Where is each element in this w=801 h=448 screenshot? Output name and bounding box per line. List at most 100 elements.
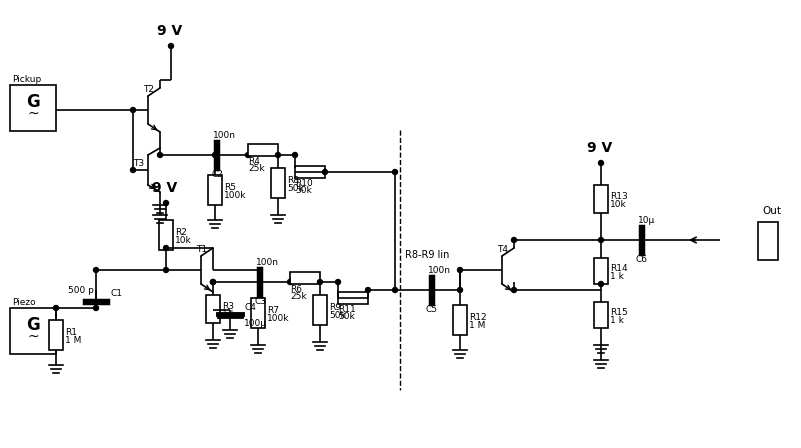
Circle shape: [365, 288, 371, 293]
Text: 10k: 10k: [175, 236, 191, 245]
Text: 1 M: 1 M: [469, 320, 485, 329]
Text: 10k: 10k: [610, 199, 626, 208]
Bar: [594, 185, 608, 213]
Text: 1 M: 1 M: [65, 336, 82, 345]
Text: C6: C6: [636, 255, 648, 264]
Bar: [10, 85, 56, 131]
Text: T2: T2: [143, 85, 154, 94]
Circle shape: [292, 152, 297, 158]
Circle shape: [392, 288, 397, 293]
Circle shape: [245, 152, 251, 158]
Circle shape: [212, 152, 218, 158]
Text: R14: R14: [610, 263, 628, 272]
Text: R7: R7: [267, 306, 279, 314]
Text: 1 k: 1 k: [222, 310, 235, 319]
Circle shape: [276, 152, 280, 158]
Bar: [594, 302, 608, 328]
Text: ~: ~: [27, 107, 38, 121]
Circle shape: [392, 169, 397, 175]
Text: 100μ: 100μ: [244, 319, 267, 328]
Bar: [338, 292, 368, 304]
Text: 25k: 25k: [248, 164, 264, 173]
Circle shape: [131, 168, 135, 172]
Circle shape: [512, 237, 517, 242]
Circle shape: [94, 267, 99, 272]
Text: 50k: 50k: [338, 312, 355, 321]
Text: 100k: 100k: [267, 314, 289, 323]
Circle shape: [457, 288, 462, 293]
Text: 100n: 100n: [213, 131, 236, 140]
Circle shape: [317, 280, 323, 284]
Bar: [453, 305, 467, 335]
Text: R5: R5: [224, 182, 236, 191]
Circle shape: [323, 169, 328, 175]
Text: 100n: 100n: [256, 258, 279, 267]
Text: Out: Out: [762, 206, 781, 216]
Text: R11: R11: [338, 305, 356, 314]
Text: 25k: 25k: [290, 292, 307, 301]
Text: R8-R9 lin: R8-R9 lin: [405, 250, 449, 260]
Text: 9 V: 9 V: [152, 181, 178, 195]
Text: Piezo: Piezo: [12, 298, 35, 307]
Text: 50k: 50k: [329, 310, 346, 319]
Circle shape: [54, 306, 58, 310]
Text: R6: R6: [290, 285, 302, 294]
Text: C4: C4: [244, 303, 256, 312]
Bar: [758, 222, 778, 260]
Bar: [594, 258, 608, 284]
Text: C5: C5: [426, 305, 438, 314]
Bar: [313, 295, 327, 325]
Text: R12: R12: [469, 313, 487, 322]
Bar: [159, 220, 173, 250]
Bar: [295, 166, 325, 178]
Text: R1: R1: [65, 327, 77, 336]
Text: R13: R13: [610, 191, 628, 201]
Circle shape: [168, 43, 174, 48]
Text: 100k: 100k: [224, 190, 247, 199]
Bar: [208, 175, 222, 205]
Circle shape: [598, 281, 603, 287]
Text: R4: R4: [248, 157, 260, 166]
Bar: [290, 272, 320, 284]
Text: C2: C2: [211, 170, 223, 179]
Circle shape: [211, 280, 215, 284]
Text: 10μ: 10μ: [638, 216, 655, 225]
Text: R10: R10: [295, 179, 312, 188]
Text: R9: R9: [329, 302, 341, 311]
Text: G: G: [26, 316, 40, 334]
Text: T4: T4: [497, 245, 508, 254]
Text: R2: R2: [175, 228, 187, 237]
Text: G: G: [26, 93, 40, 111]
Circle shape: [598, 237, 603, 242]
Text: T3: T3: [133, 159, 144, 168]
Circle shape: [163, 267, 168, 272]
Text: R15: R15: [610, 307, 628, 316]
Text: 100n: 100n: [428, 266, 451, 275]
Circle shape: [288, 280, 292, 284]
Text: 1 k: 1 k: [610, 315, 624, 324]
Circle shape: [131, 108, 135, 112]
Circle shape: [598, 160, 603, 165]
Text: 9 V: 9 V: [587, 141, 613, 155]
Text: R8: R8: [287, 176, 299, 185]
Text: Pickup: Pickup: [12, 75, 41, 84]
Text: C3: C3: [254, 297, 266, 306]
Circle shape: [457, 267, 462, 272]
Bar: [49, 320, 63, 350]
Circle shape: [94, 306, 99, 310]
Text: ~: ~: [27, 330, 38, 344]
Bar: [251, 298, 265, 328]
Circle shape: [163, 246, 168, 250]
Text: T1: T1: [196, 245, 207, 254]
Text: 1 k: 1 k: [610, 271, 624, 280]
Bar: [271, 168, 285, 198]
Text: 9 V: 9 V: [157, 24, 183, 38]
Text: 50k: 50k: [295, 186, 312, 195]
Circle shape: [158, 152, 163, 158]
Bar: [206, 295, 220, 323]
Circle shape: [336, 280, 340, 284]
Text: C1: C1: [110, 289, 122, 298]
Circle shape: [211, 280, 215, 284]
Text: 50k: 50k: [287, 184, 304, 193]
Bar: [10, 308, 56, 354]
